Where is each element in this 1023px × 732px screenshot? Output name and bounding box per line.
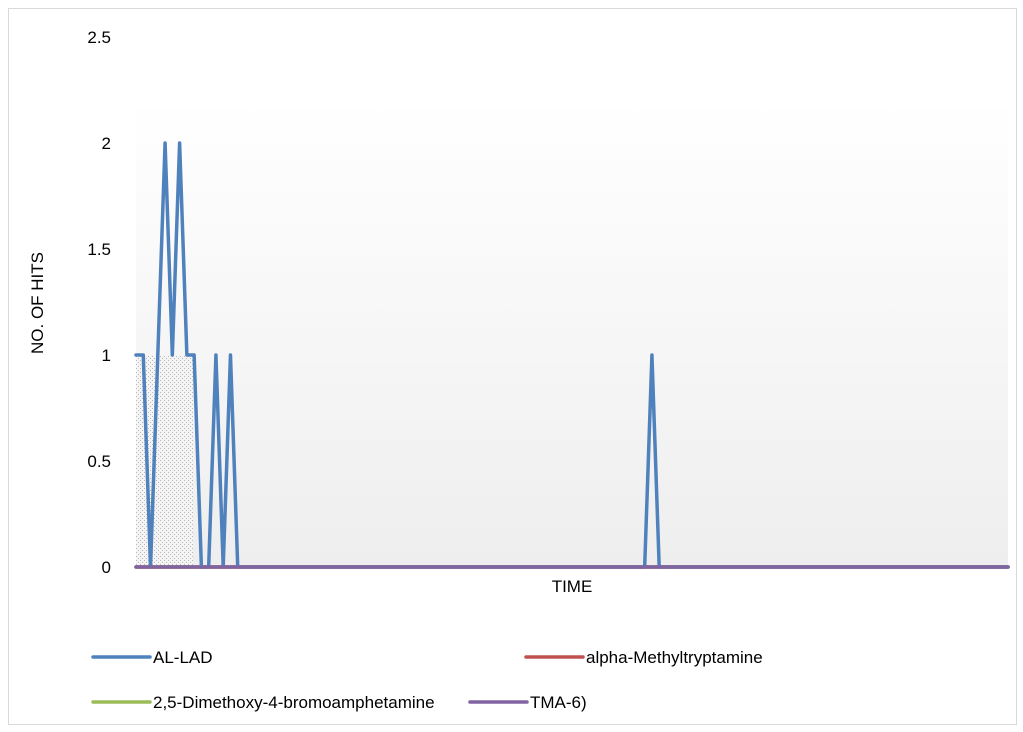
y-tick-label: 2.5 [87,28,111,47]
x-axis-title: TIME [552,577,593,596]
legend-label: 2,5-Dimethoxy-4-bromoamphetamine [153,693,435,712]
y-axis-ticks: 0 0.5 1 1.5 2 2.5 [87,28,111,577]
y-tick-label: 2 [102,134,111,153]
legend-item: AL-LAD [91,648,213,667]
legend-item: alpha-Methyltryptamine [524,648,763,667]
legend-label: AL-LAD [153,648,213,667]
y-tick-label: 1 [102,346,111,365]
y-axis-title: NO. OF HITS [28,252,47,354]
legend-item: 2,5-Dimethoxy-4-bromoamphetamine [91,693,435,712]
y-tick-label: 0.5 [87,452,111,471]
y-tick-label: 0 [102,558,111,577]
series-layer [134,141,1010,569]
y-tick-label: 1.5 [87,240,111,259]
plot-area [136,98,1008,568]
legend: AL-LAD alpha-Methyltryptamine 2,5-Dimethox… [91,648,763,712]
legend-label: TMA-6) [530,693,587,712]
legend-item: TMA-6) [468,693,587,712]
legend-label: alpha-Methyltryptamine [586,648,763,667]
